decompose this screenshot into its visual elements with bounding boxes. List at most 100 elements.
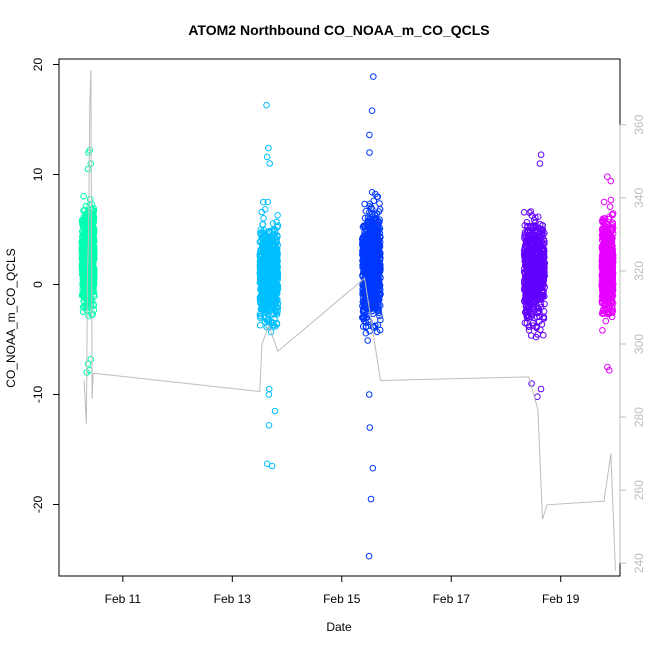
data-point bbox=[86, 201, 93, 209]
data-point bbox=[269, 249, 276, 256]
data-point bbox=[362, 260, 370, 268]
series-5 bbox=[598, 173, 617, 374]
x-tick-label: Feb 13 bbox=[214, 592, 252, 606]
data-point bbox=[529, 322, 537, 329]
data-point bbox=[376, 216, 384, 223]
data-point bbox=[605, 258, 613, 266]
data-point bbox=[607, 279, 614, 287]
data-point bbox=[265, 144, 272, 152]
data-point bbox=[527, 287, 534, 295]
data-point bbox=[609, 261, 617, 269]
data-point bbox=[603, 280, 611, 287]
data-point bbox=[90, 275, 97, 283]
data-point bbox=[256, 269, 264, 277]
data-point bbox=[534, 393, 541, 401]
data-point bbox=[538, 291, 546, 299]
data-point bbox=[599, 306, 607, 314]
data-point bbox=[269, 247, 276, 254]
data-point bbox=[539, 287, 546, 294]
data-point bbox=[527, 208, 535, 215]
data-point bbox=[80, 193, 87, 200]
data-point bbox=[369, 210, 376, 217]
data-point bbox=[260, 246, 268, 253]
data-point bbox=[270, 322, 278, 329]
data-point bbox=[537, 257, 544, 265]
data-point bbox=[607, 196, 615, 204]
data-point bbox=[608, 235, 616, 243]
data-point bbox=[539, 231, 547, 238]
data-point bbox=[376, 286, 384, 294]
y-axis-label: CO_NOAA_m_CO_QCLS bbox=[4, 248, 18, 387]
data-point bbox=[604, 363, 611, 371]
data-point bbox=[273, 309, 280, 317]
y-tick-label: 20 bbox=[31, 58, 45, 72]
data-point bbox=[600, 198, 608, 206]
data-point bbox=[373, 304, 381, 312]
data-point bbox=[90, 288, 98, 295]
data-point bbox=[269, 235, 277, 243]
data-point bbox=[535, 318, 543, 325]
data-point bbox=[367, 204, 375, 211]
data-point bbox=[541, 300, 548, 308]
data-point bbox=[536, 272, 544, 280]
data-point bbox=[526, 259, 533, 267]
data-point bbox=[368, 107, 376, 114]
data-point bbox=[534, 213, 542, 221]
data-point bbox=[523, 305, 531, 312]
data-point bbox=[370, 282, 377, 290]
data-point bbox=[375, 244, 382, 251]
data-point bbox=[376, 205, 384, 213]
data-point bbox=[362, 207, 370, 215]
data-point bbox=[524, 226, 532, 234]
data-point bbox=[263, 101, 270, 109]
data-point bbox=[370, 235, 377, 243]
data-point bbox=[537, 268, 544, 276]
plot-area bbox=[58, 58, 621, 577]
data-point bbox=[536, 254, 544, 262]
data-point bbox=[374, 240, 382, 247]
y2-tick-label: 320 bbox=[632, 261, 646, 281]
data-point bbox=[257, 314, 264, 322]
data-point bbox=[364, 337, 372, 344]
data-point bbox=[80, 223, 87, 230]
data-point bbox=[535, 239, 543, 247]
data-point bbox=[534, 331, 542, 338]
data-point bbox=[372, 298, 380, 306]
data-point bbox=[258, 273, 266, 280]
data-point bbox=[604, 173, 611, 180]
data-point bbox=[366, 424, 374, 431]
data-point bbox=[361, 240, 369, 247]
chart-title: ATOM2 Northbound CO_NOAA_m_CO_QCLS bbox=[188, 22, 489, 38]
data-point bbox=[522, 309, 530, 317]
data-point bbox=[270, 226, 278, 234]
data-point bbox=[80, 255, 87, 263]
data-point bbox=[605, 251, 613, 259]
data-point bbox=[376, 200, 383, 207]
y-tick-label: -10 bbox=[31, 386, 45, 404]
data-point bbox=[361, 290, 369, 297]
data-point bbox=[599, 226, 606, 234]
y2-tick-label: 240 bbox=[632, 553, 646, 573]
data-point bbox=[527, 263, 535, 271]
data-point bbox=[540, 267, 548, 275]
data-point bbox=[528, 222, 535, 230]
data-point bbox=[361, 262, 368, 269]
data-point bbox=[366, 131, 373, 139]
data-point bbox=[609, 219, 616, 226]
y-tick-label: 0 bbox=[31, 281, 45, 288]
data-point bbox=[523, 312, 531, 320]
data-point bbox=[608, 291, 616, 298]
data-point bbox=[264, 198, 272, 206]
data-point bbox=[608, 289, 616, 296]
data-point bbox=[362, 323, 370, 331]
data-point bbox=[538, 280, 546, 288]
data-point bbox=[527, 332, 535, 339]
data-point bbox=[269, 319, 277, 327]
data-point bbox=[526, 257, 533, 264]
data-point bbox=[376, 312, 383, 320]
data-point bbox=[371, 215, 379, 223]
series-4 bbox=[520, 151, 549, 401]
data-point bbox=[271, 283, 278, 290]
data-point bbox=[84, 165, 92, 173]
